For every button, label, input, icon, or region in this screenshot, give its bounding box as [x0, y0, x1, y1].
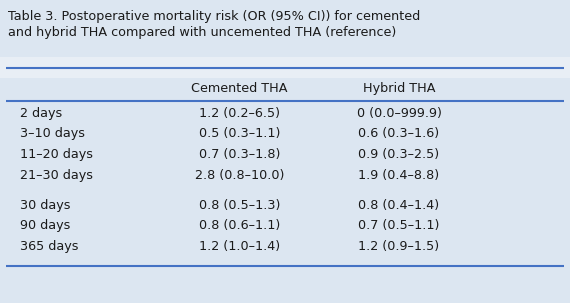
- Text: 1.2 (1.0–1.4): 1.2 (1.0–1.4): [199, 240, 280, 253]
- Text: 2.8 (0.8–10.0): 2.8 (0.8–10.0): [195, 168, 284, 181]
- Text: 1.2 (0.9–1.5): 1.2 (0.9–1.5): [359, 240, 439, 253]
- Text: 0 (0.0–999.9): 0 (0.0–999.9): [357, 107, 441, 120]
- Text: 0.6 (0.3–1.6): 0.6 (0.3–1.6): [359, 128, 439, 141]
- Text: 0.8 (0.6–1.1): 0.8 (0.6–1.1): [199, 219, 280, 232]
- Text: 3–10 days: 3–10 days: [20, 128, 85, 141]
- Text: 0.7 (0.5–1.1): 0.7 (0.5–1.1): [359, 219, 439, 232]
- Text: Hybrid THA: Hybrid THA: [363, 82, 435, 95]
- Text: 365 days: 365 days: [20, 240, 79, 253]
- Text: 2 days: 2 days: [20, 107, 62, 120]
- Text: 90 days: 90 days: [20, 219, 70, 232]
- Text: 0.7 (0.3–1.8): 0.7 (0.3–1.8): [199, 148, 280, 161]
- Text: 1.9 (0.4–8.8): 1.9 (0.4–8.8): [359, 168, 439, 181]
- Text: Cemented THA: Cemented THA: [191, 82, 288, 95]
- Text: 0.9 (0.3–2.5): 0.9 (0.3–2.5): [359, 148, 439, 161]
- Text: 0.8 (0.5–1.3): 0.8 (0.5–1.3): [199, 199, 280, 212]
- Bar: [0, 57, 570, 78]
- Text: 11–20 days: 11–20 days: [20, 148, 93, 161]
- Text: 21–30 days: 21–30 days: [20, 168, 93, 181]
- Text: 0.8 (0.4–1.4): 0.8 (0.4–1.4): [359, 199, 439, 212]
- Text: 30 days: 30 days: [20, 199, 71, 212]
- Text: and hybrid THA compared with uncemented THA (reference): and hybrid THA compared with uncemented …: [8, 26, 396, 39]
- Text: 1.2 (0.2–6.5): 1.2 (0.2–6.5): [199, 107, 280, 120]
- Text: 0.5 (0.3–1.1): 0.5 (0.3–1.1): [199, 128, 280, 141]
- Text: Table 3. Postoperative mortality risk (OR (95% CI)) for cemented: Table 3. Postoperative mortality risk (O…: [8, 10, 420, 23]
